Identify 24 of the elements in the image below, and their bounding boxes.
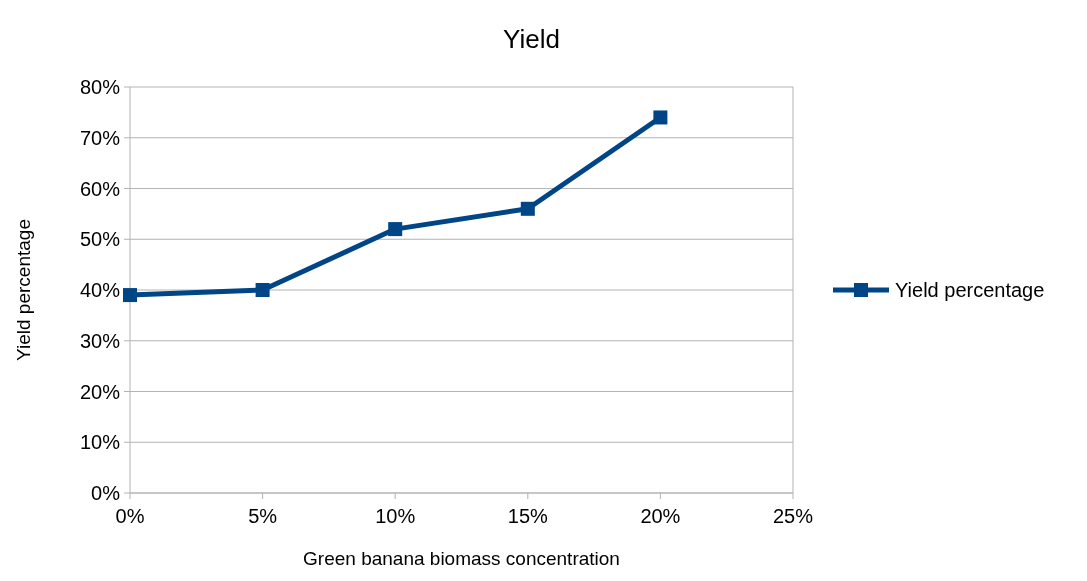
y-tick-label: 30%: [79, 329, 121, 352]
legend-label: Yield percentage: [895, 279, 1045, 301]
x-tick-label: 0%: [115, 505, 145, 527]
y-tick-label: 80%: [79, 76, 121, 98]
x-axis-title: Green banana biomass concentration: [303, 548, 620, 569]
y-axis-title: Yield percentage: [13, 219, 34, 361]
point: [520, 201, 535, 216]
y-tick-label: 40%: [79, 279, 121, 301]
point: [388, 222, 403, 237]
y-tick-label: 0%: [91, 482, 121, 504]
point: [123, 288, 137, 303]
y-tick-label: 60%: [79, 177, 121, 200]
x-tick-label: 10%: [375, 505, 416, 527]
chart-title: Yield: [503, 24, 560, 54]
y-tick-label: 20%: [79, 380, 121, 403]
x-tick-label: 15%: [507, 505, 549, 527]
x-tick-label: 5%: [248, 505, 278, 527]
y-tick-label: 10%: [79, 431, 121, 454]
x-tick-label: 25%: [772, 505, 814, 527]
x-tick-label: 20%: [640, 505, 681, 527]
y-tick-label: 70%: [79, 126, 121, 149]
point: [255, 283, 270, 297]
y-tick-label: 50%: [79, 228, 121, 251]
point: [653, 110, 668, 125]
